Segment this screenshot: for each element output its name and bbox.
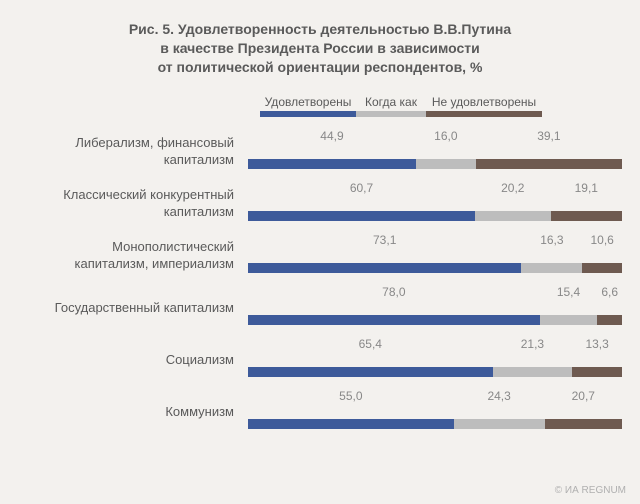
category-label: Классический конкурентныйкапитализм xyxy=(18,187,248,220)
category-label: Коммунизм xyxy=(18,404,248,420)
value-label: 20,2 xyxy=(501,181,524,195)
value-labels: 60,7 20,2 19,1 xyxy=(248,181,622,197)
chart-row: Социализм 65,4 21,3 13,3 xyxy=(18,335,622,385)
chart-row: Государственный капитализм 78,0 15,4 6,6 xyxy=(18,283,622,333)
legend-item: Не удовлетворены xyxy=(426,95,542,117)
bar-region: 65,4 21,3 13,3 xyxy=(248,335,622,385)
bar-segment xyxy=(545,419,622,429)
bar-segment xyxy=(597,315,622,325)
legend: Удовлетворены Когда как Не удовлетворены xyxy=(0,95,640,117)
chart-title: Рис. 5. Удовлетворенность деятельностью … xyxy=(0,0,640,95)
legend-swatch xyxy=(260,111,356,117)
chart-row: Монополистическийкапитализм, империализм… xyxy=(18,231,622,281)
chart-row: Коммунизм 55,0 24,3 20,7 xyxy=(18,387,622,437)
category-label: Монополистическийкапитализм, империализм xyxy=(18,239,248,272)
bar-segment xyxy=(454,419,545,429)
value-label: 19,1 xyxy=(575,181,598,195)
bar-segment xyxy=(248,315,540,325)
legend-item: Удовлетворены xyxy=(260,95,356,117)
bar-track xyxy=(248,159,622,169)
value-label: 16,3 xyxy=(540,233,563,247)
value-labels: 44,9 16,0 39,1 xyxy=(248,129,622,145)
value-labels: 65,4 21,3 13,3 xyxy=(248,337,622,353)
value-label: 10,6 xyxy=(590,233,613,247)
value-label: 65,4 xyxy=(359,337,382,351)
bar-segment xyxy=(572,367,622,377)
bar-segment xyxy=(475,211,551,221)
category-label: Либерализм, финансовыйкапитализм xyxy=(18,135,248,168)
value-labels: 55,0 24,3 20,7 xyxy=(248,389,622,405)
bar-segment xyxy=(476,159,622,169)
value-labels: 73,1 16,3 10,6 xyxy=(248,233,622,249)
bar-region: 55,0 24,3 20,7 xyxy=(248,387,622,437)
legend-label: Удовлетворены xyxy=(265,95,352,109)
value-label: 39,1 xyxy=(537,129,560,143)
value-label: 55,0 xyxy=(339,389,362,403)
bar-segment xyxy=(248,159,416,169)
bar-track xyxy=(248,211,622,221)
bar-track xyxy=(248,315,622,325)
value-label: 16,0 xyxy=(434,129,457,143)
value-label: 78,0 xyxy=(382,285,405,299)
value-label: 60,7 xyxy=(350,181,373,195)
bar-segment xyxy=(493,367,573,377)
legend-label: Когда как xyxy=(365,95,417,109)
title-line-2: в качестве Президента России в зависимос… xyxy=(30,39,610,58)
value-label: 6,6 xyxy=(601,285,618,299)
bar-track xyxy=(248,263,622,273)
value-label: 24,3 xyxy=(487,389,510,403)
legend-swatch xyxy=(356,111,426,117)
bar-segment xyxy=(248,419,454,429)
value-label: 44,9 xyxy=(320,129,343,143)
bar-region: 73,1 16,3 10,6 xyxy=(248,231,622,281)
legend-label: Не удовлетворены xyxy=(432,95,536,109)
chart-row: Либерализм, финансовыйкапитализм 44,9 16,0… xyxy=(18,127,622,177)
bar-track xyxy=(248,367,622,377)
bar-region: 78,0 15,4 6,6 xyxy=(248,283,622,333)
bar-segment xyxy=(551,211,622,221)
bar-track xyxy=(248,419,622,429)
bar-segment xyxy=(248,263,521,273)
value-labels: 78,0 15,4 6,6 xyxy=(248,285,622,301)
value-label: 13,3 xyxy=(585,337,608,351)
bar-segment xyxy=(248,211,475,221)
value-label: 20,7 xyxy=(572,389,595,403)
title-line-3: от политической ориентации респондентов,… xyxy=(30,58,610,77)
value-label: 73,1 xyxy=(373,233,396,247)
bar-segment xyxy=(582,263,622,273)
chart-area: Либерализм, финансовыйкапитализм 44,9 16,0… xyxy=(0,121,640,437)
copyright: © ИА REGNUM xyxy=(555,485,626,496)
bar-segment xyxy=(416,159,476,169)
value-label: 21,3 xyxy=(521,337,544,351)
category-label: Социализм xyxy=(18,352,248,368)
bar-segment xyxy=(248,367,493,377)
title-line-1: Рис. 5. Удовлетворенность деятельностью … xyxy=(30,20,610,39)
bar-region: 60,7 20,2 19,1 xyxy=(248,179,622,229)
category-label: Государственный капитализм xyxy=(18,300,248,316)
value-label: 15,4 xyxy=(557,285,580,299)
legend-swatch xyxy=(426,111,542,117)
legend-item: Когда как xyxy=(356,95,426,117)
bar-segment xyxy=(540,315,598,325)
bar-region: 44,9 16,0 39,1 xyxy=(248,127,622,177)
chart-row: Классический конкурентныйкапитализм 60,7 2… xyxy=(18,179,622,229)
bar-segment xyxy=(521,263,582,273)
